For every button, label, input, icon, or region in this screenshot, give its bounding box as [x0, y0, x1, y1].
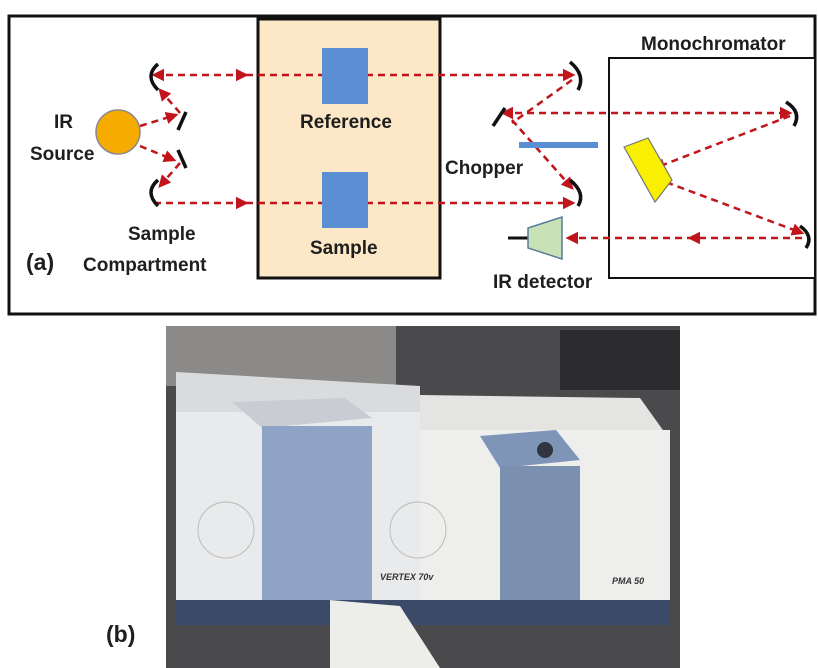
panel-tag: (b) — [106, 621, 135, 647]
figure: IR Source Reference Sample Sample Compar… — [0, 0, 818, 668]
label: Compartment — [83, 255, 207, 276]
panel-a: IR Source Reference Sample Sample Compar… — [9, 16, 815, 314]
label: IR detector — [493, 272, 593, 293]
label: Sample — [310, 238, 378, 259]
label: IR — [54, 112, 73, 133]
ir-source — [96, 110, 140, 154]
panel-tag: (a) — [26, 249, 54, 275]
label: Reference — [300, 112, 392, 133]
label: Source — [30, 144, 94, 165]
panel-b: VERTEX 70v PMA 50 (b) — [106, 326, 680, 668]
reference-cell — [322, 48, 368, 104]
photo-text: VERTEX 70v — [380, 572, 434, 582]
sample-cell — [322, 172, 368, 228]
label: Sample — [128, 224, 196, 245]
photo-text: PMA 50 — [612, 576, 644, 586]
label: Chopper — [445, 158, 524, 179]
label: Monochromator — [641, 34, 786, 55]
